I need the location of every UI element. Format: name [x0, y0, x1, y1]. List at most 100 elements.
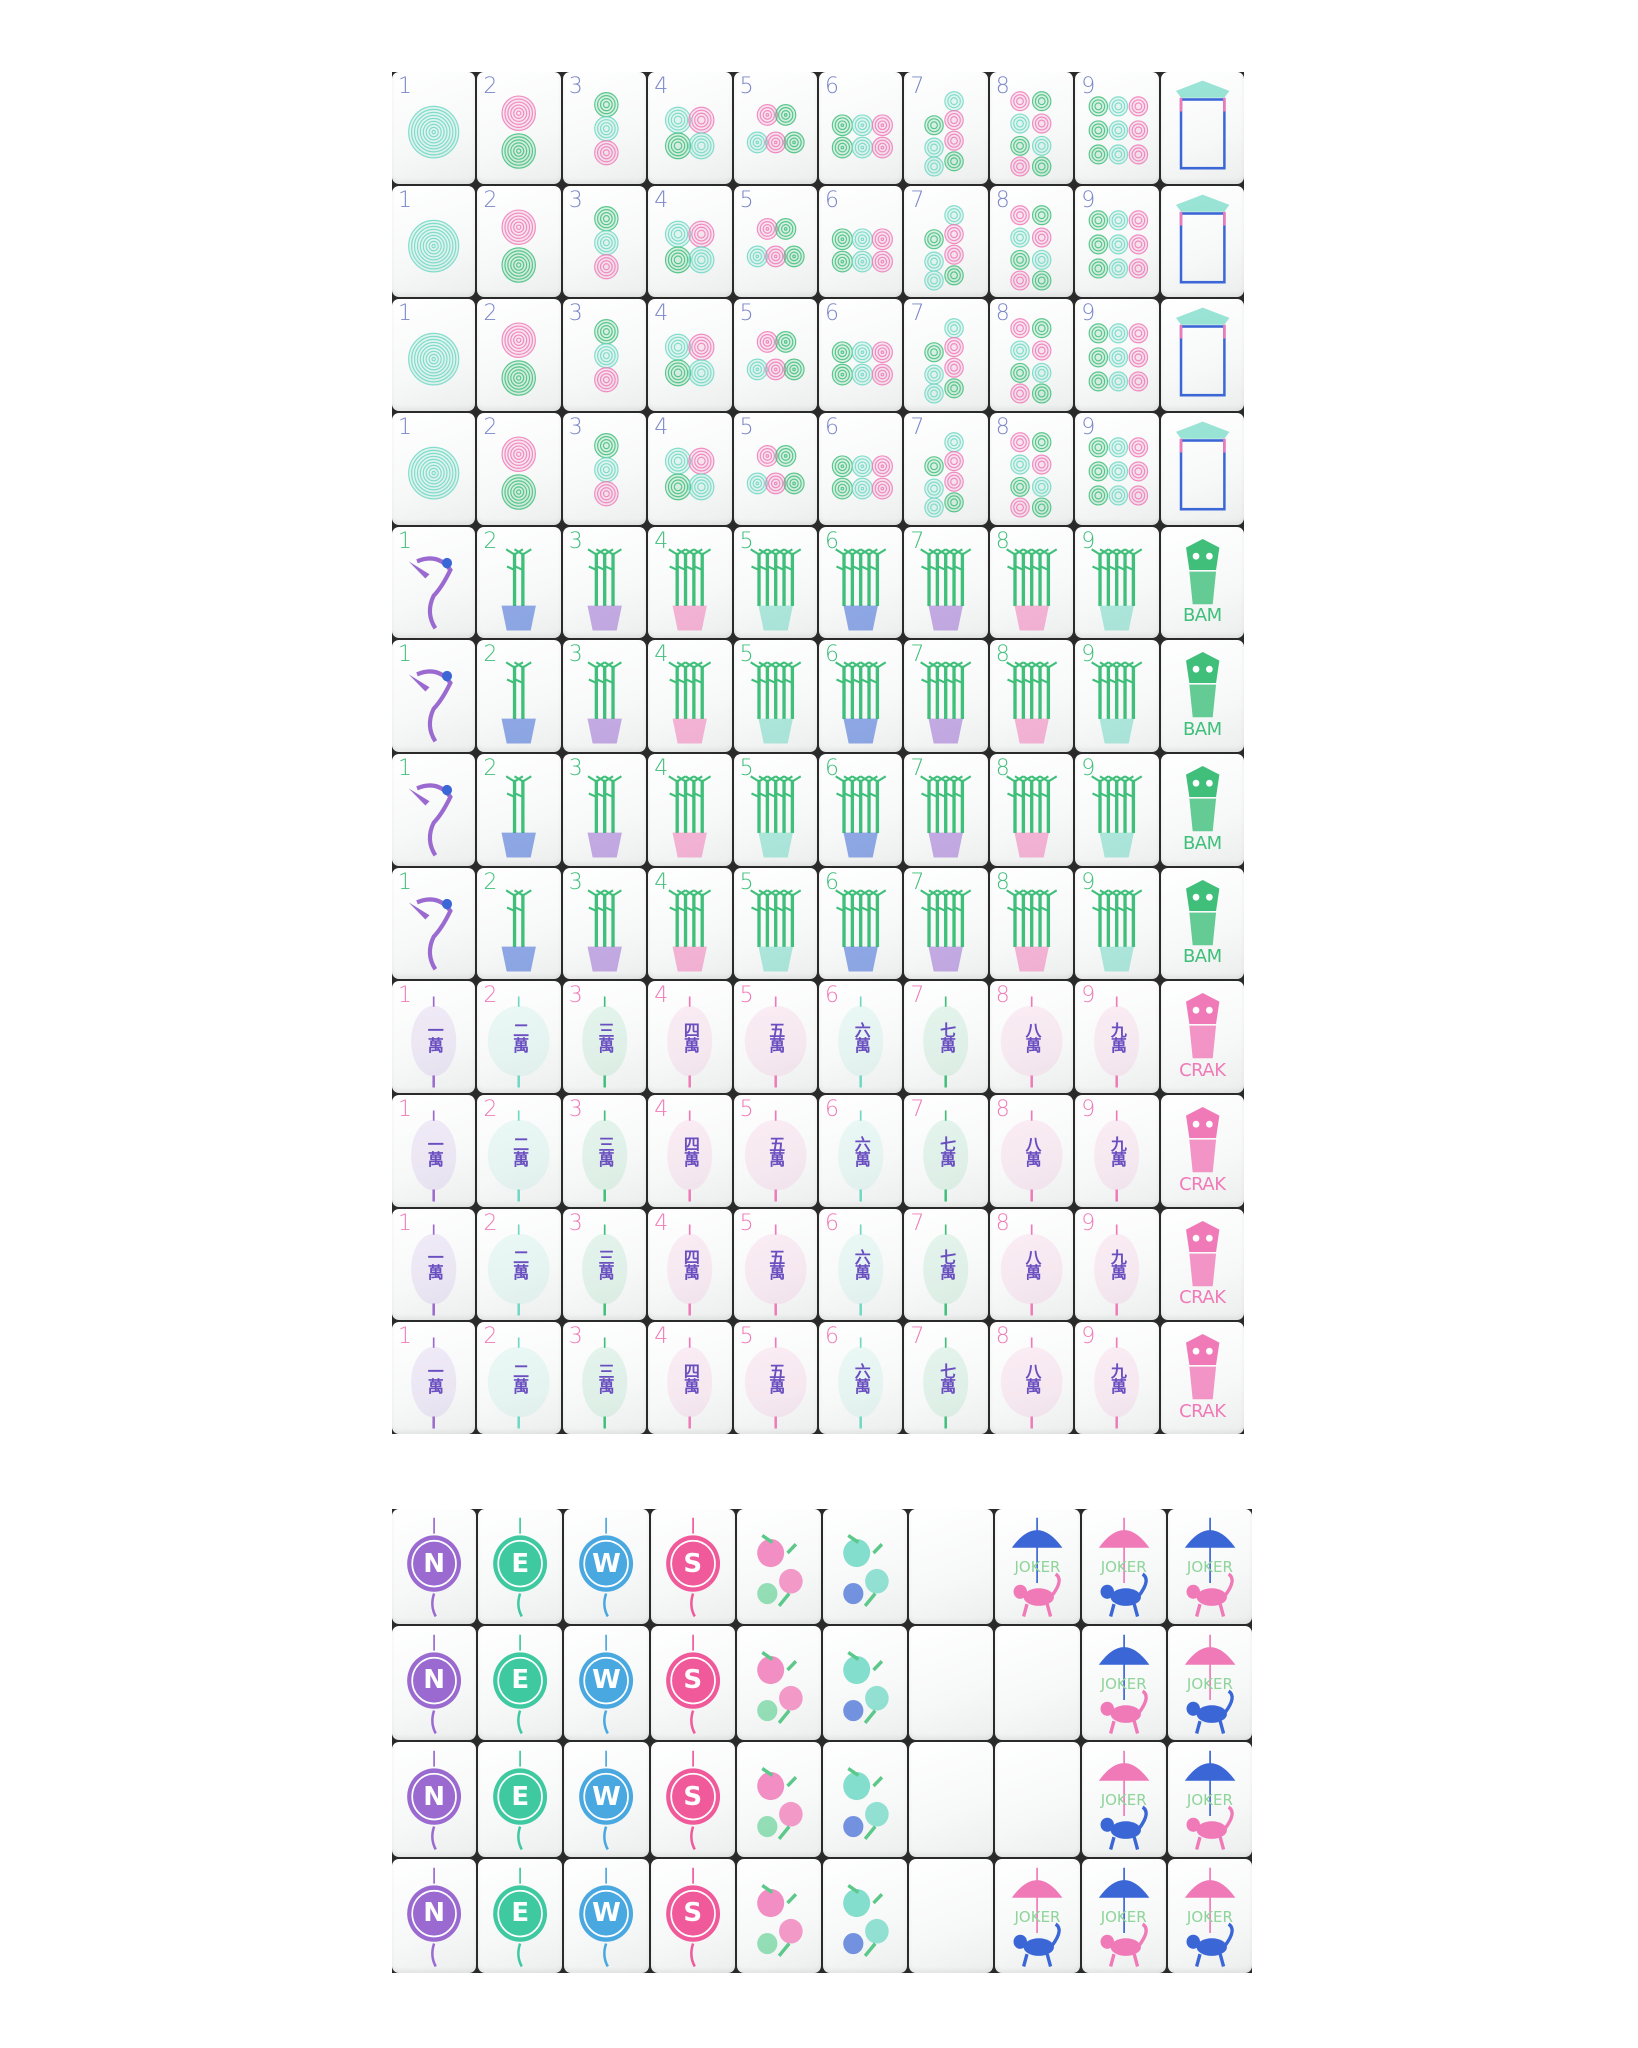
wind-letter: N	[423, 1781, 445, 1812]
lantern-icon	[581, 1110, 628, 1202]
dragon-mask-icon	[1185, 652, 1219, 718]
tile-number: 3	[568, 414, 583, 440]
wind-letter: W	[592, 1898, 621, 1929]
lantern-icon	[581, 996, 628, 1088]
bam-tile-4: 4	[648, 867, 732, 980]
tile-number: 3	[568, 301, 583, 327]
dot-tile-9: 9	[1075, 72, 1159, 184]
dot-tile-4: 4	[648, 299, 732, 411]
wind-letter: N	[423, 1548, 445, 1579]
bam-tile-7: 7	[904, 753, 988, 866]
tile-number: 7	[910, 983, 925, 1009]
crak-character: 七萬	[937, 1022, 957, 1053]
tile-number: 3	[568, 187, 583, 213]
crak-character: 一萬	[424, 1363, 444, 1394]
bam-tile-2: 2	[477, 526, 561, 639]
bam-tile-8: 8	[989, 526, 1074, 639]
crak-tile-7: 七萬 7	[904, 981, 988, 1093]
dragon-label: BAM	[1182, 718, 1222, 740]
dragon-label: BAM	[1182, 946, 1222, 968]
lantern-icon	[1094, 1110, 1140, 1202]
lantern-icon	[1094, 996, 1140, 1088]
bam-tile-5: 5	[733, 753, 817, 866]
joker-tile: JOKER	[1081, 1742, 1166, 1857]
flower-tile	[736, 1742, 821, 1857]
bamboo-plant-icon	[835, 548, 887, 631]
lantern-icon	[411, 1337, 457, 1429]
bird-icon	[408, 556, 453, 630]
flower-icon	[843, 1650, 889, 1724]
lantern-icon	[581, 1337, 628, 1429]
joker-label: JOKER	[1100, 1674, 1147, 1693]
dragon-mask-icon	[1185, 993, 1219, 1059]
joker-tile: JOKER	[1081, 1509, 1166, 1624]
crak-character: 七萬	[937, 1363, 957, 1394]
crak-character: 八萬	[1022, 1363, 1042, 1394]
umbrella-monkey-icon	[1098, 1517, 1149, 1617]
lantern-icon	[667, 1337, 713, 1429]
compass-medallion-icon	[493, 1517, 548, 1618]
circle-dots-icon	[746, 217, 805, 268]
tile-number: 2	[483, 74, 498, 99]
tile-number: 9	[1081, 869, 1096, 895]
crak-character: 九萬	[1107, 1363, 1127, 1394]
dot-tile-8: 8	[989, 72, 1074, 184]
dot-tile-3: 3	[562, 72, 647, 184]
green-dragon-tile: BAM	[1160, 640, 1244, 752]
crak-tile-8: 八萬 8	[989, 981, 1074, 1093]
dot-tile-1: 1	[392, 185, 476, 298]
dot-tile-4: 4	[648, 412, 732, 525]
tile-number: 1	[398, 755, 412, 781]
crak-tile-5: 五萬 5	[733, 1094, 817, 1207]
circle-dots-icon	[831, 341, 893, 386]
bamboo-plant-icon	[749, 661, 801, 744]
crak-character: 八萬	[1022, 1249, 1042, 1280]
wind-tile: W	[564, 1858, 649, 1973]
circle-dots-icon	[501, 322, 537, 397]
tile-number: 6	[825, 301, 839, 327]
circle-dots-icon	[408, 333, 460, 386]
crak-character: 五萬	[766, 1249, 786, 1280]
wind-letter: W	[592, 1665, 621, 1696]
lantern-icon	[667, 996, 713, 1088]
dot-tile-8: 8	[989, 299, 1074, 411]
lantern-icon	[488, 1224, 550, 1316]
tile-number: 5	[739, 187, 754, 213]
wind-letter: E	[511, 1665, 530, 1696]
flower-icon	[757, 1766, 803, 1841]
tile-number: 7	[910, 187, 925, 213]
umbrella-monkey-icon	[1184, 1867, 1236, 1967]
joker-tile: JOKER	[1081, 1625, 1166, 1740]
umbrella-monkey-icon	[1184, 1634, 1236, 1734]
red-dragon-tile: CRAK	[1160, 981, 1244, 1093]
bam-tile-4: 4	[648, 526, 732, 639]
dot-tile-3: 3	[562, 412, 647, 525]
dragon-label: BAM	[1182, 605, 1222, 627]
lantern-icon	[744, 1224, 807, 1316]
crak-tile-9: 九萬 9	[1075, 1094, 1159, 1207]
wind-tile: E	[478, 1858, 563, 1973]
wind-tile: S	[650, 1509, 735, 1624]
lantern-icon	[411, 1110, 457, 1202]
crak-character: 四萬	[680, 1249, 700, 1280]
joker-label: JOKER	[1100, 1907, 1147, 1926]
circle-dots-icon	[924, 432, 965, 518]
tile-number: 4	[654, 1210, 669, 1236]
tile-number: 2	[483, 301, 498, 327]
crak-character: 四萬	[680, 1022, 700, 1053]
winds-flowers-jokers-tile-grid: N E W S JOKER JOKER JOKER N E W S JOKER JOKER N E W S JOK…	[392, 1509, 1252, 1973]
tile-number: 7	[910, 755, 925, 781]
tile-number: 5	[739, 1324, 754, 1350]
circle-dots-icon	[408, 219, 460, 273]
crak-character: 八萬	[1022, 1135, 1042, 1166]
circle-dots-icon	[501, 436, 537, 510]
tile-number: 5	[739, 528, 754, 554]
blank-tile	[995, 1625, 1080, 1740]
tile-number: 2	[483, 1210, 498, 1236]
lantern-icon	[923, 996, 969, 1088]
bamboo-plant-icon	[668, 548, 712, 631]
crak-tile-6: 六萬 6	[819, 1094, 903, 1207]
crak-character: 二萬	[510, 1249, 530, 1280]
joker-tile: JOKER	[1167, 1858, 1252, 1973]
tile-number: 3	[568, 1324, 583, 1350]
